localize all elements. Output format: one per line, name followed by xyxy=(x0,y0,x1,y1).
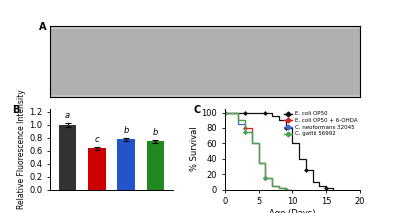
Y-axis label: Relative Fluorescence Intensity: Relative Fluorescence Intensity xyxy=(17,89,26,209)
E. coli OP50 xyxy=(310,181,315,183)
C. neoformans 32045 xyxy=(256,161,261,164)
Text: A: A xyxy=(39,22,47,32)
Text: c: c xyxy=(94,135,99,144)
C. neoformans 32045 xyxy=(270,184,274,187)
E. coli OP50 xyxy=(324,187,328,189)
E. coli OP50 xyxy=(249,111,254,114)
E. coli OP50 xyxy=(222,111,227,114)
E. coli OP50 + 6-OHDA xyxy=(222,111,227,114)
Bar xyxy=(147,141,164,190)
C. neoformans 32045 xyxy=(290,188,295,191)
C. gattii 56992 xyxy=(249,142,254,145)
C. gattii 56992 xyxy=(236,119,241,122)
Line: C. gattii 56992: C. gattii 56992 xyxy=(225,112,292,190)
E. coli OP50 + 6-OHDA xyxy=(263,177,268,179)
E. coli OP50 xyxy=(276,119,281,122)
Text: b: b xyxy=(153,128,158,137)
E. coli OP50 xyxy=(270,115,274,118)
C. neoformans 32045 xyxy=(249,142,254,145)
Bar xyxy=(88,148,106,190)
Legend: E. coli OP50, E. coli OP50 + 6-OHDA, C. neoformans 32045, C. gattii 56992: E. coli OP50, E. coli OP50 + 6-OHDA, C. … xyxy=(284,111,357,137)
C. gattii 56992 xyxy=(270,184,274,187)
E. coli OP50 xyxy=(256,111,261,114)
E. coli OP50 + 6-OHDA xyxy=(283,188,288,191)
E. coli OP50 + 6-OHDA xyxy=(242,127,247,129)
E. coli OP50 + 6-OHDA xyxy=(229,111,234,114)
C. neoformans 32045 xyxy=(283,188,288,191)
Bar xyxy=(59,125,76,190)
E. coli OP50 + 6-OHDA xyxy=(270,184,274,187)
C. gattii 56992 xyxy=(229,111,234,114)
C. gattii 56992 xyxy=(276,187,281,189)
C. neoformans 32045 xyxy=(242,131,247,133)
C. neoformans 32045 xyxy=(263,177,268,179)
Legend: E. coli OP50, E. coli OP50 + 6-OHDA, C. neoformans 32045, C. gattii 56992: E. coli OP50, E. coli OP50 + 6-OHDA, C. … xyxy=(234,110,306,135)
C. neoformans 32045 xyxy=(222,111,227,114)
E. coli OP50 xyxy=(283,127,288,129)
C. gattii 56992 xyxy=(283,188,288,191)
C. gattii 56992 xyxy=(290,188,295,191)
E. coli OP50 + 6-OHDA xyxy=(276,187,281,189)
Text: a: a xyxy=(65,111,70,120)
E. coli OP50 xyxy=(263,111,268,114)
C. gattii 56992 xyxy=(256,161,261,164)
E. coli OP50 xyxy=(297,157,302,160)
Line: E. coli OP50 + 6-OHDA: E. coli OP50 + 6-OHDA xyxy=(225,112,292,190)
E. coli OP50 + 6-OHDA xyxy=(290,188,295,191)
C. gattii 56992 xyxy=(222,111,227,114)
E. coli OP50 xyxy=(290,142,295,145)
Text: B: B xyxy=(12,105,19,115)
E. coli OP50 + 6-OHDA xyxy=(256,161,261,164)
C. neoformans 32045 xyxy=(229,111,234,114)
Text: C: C xyxy=(193,105,200,115)
Text: b: b xyxy=(124,126,129,135)
E. coli OP50 xyxy=(330,188,335,191)
E. coli OP50 xyxy=(236,111,241,114)
E. coli OP50 + 6-OHDA xyxy=(236,119,241,122)
C. gattii 56992 xyxy=(242,131,247,133)
Line: E. coli OP50: E. coli OP50 xyxy=(225,112,333,190)
E. coli OP50 xyxy=(317,184,322,187)
C. gattii 56992 xyxy=(263,177,268,179)
Line: C. neoformans 32045: C. neoformans 32045 xyxy=(225,112,292,190)
E. coli OP50 xyxy=(304,169,308,172)
Y-axis label: % Survival: % Survival xyxy=(190,127,198,171)
Bar xyxy=(117,140,135,190)
C. neoformans 32045 xyxy=(276,187,281,189)
E. coli OP50 xyxy=(229,111,234,114)
X-axis label: Age (Days): Age (Days) xyxy=(269,209,316,213)
C. neoformans 32045 xyxy=(236,123,241,125)
E. coli OP50 + 6-OHDA xyxy=(249,142,254,145)
E. coli OP50 xyxy=(242,111,247,114)
